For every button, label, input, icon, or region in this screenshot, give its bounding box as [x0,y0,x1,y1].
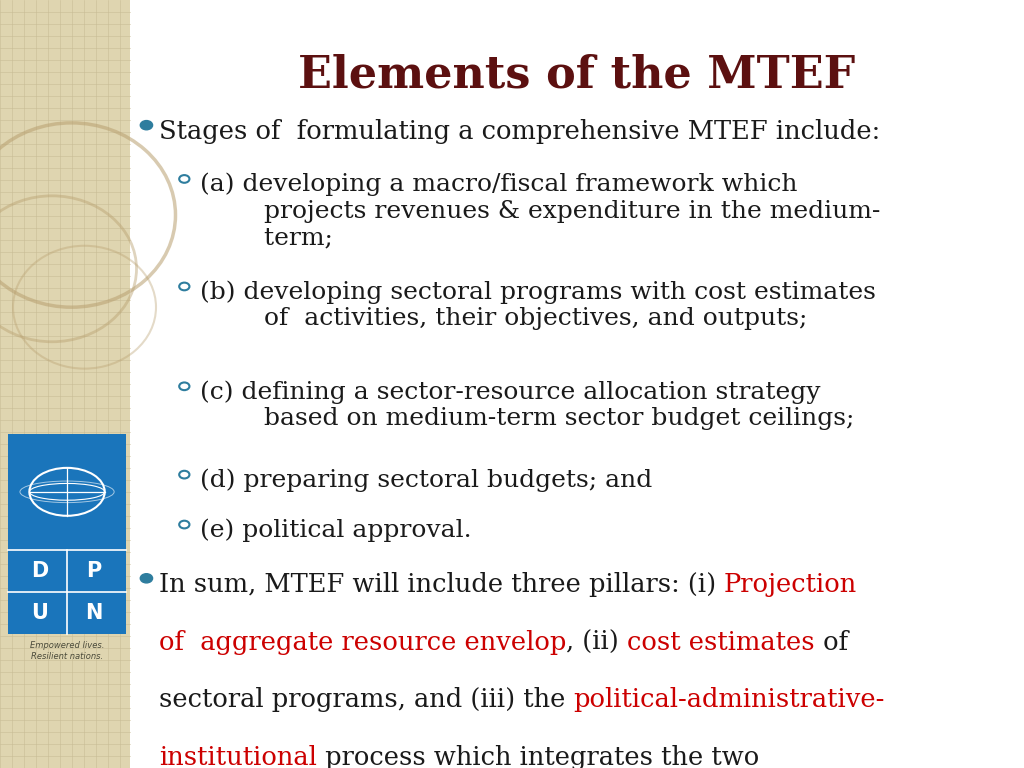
Text: Projection: Projection [724,572,857,598]
Text: U: U [32,603,48,623]
Text: of: of [815,630,848,655]
Text: (d) preparing sectoral budgets; and: (d) preparing sectoral budgets; and [200,468,652,492]
Text: In sum, MTEF will include three pillars: (i): In sum, MTEF will include three pillars:… [159,572,724,598]
Bar [8,434,126,634]
Text: Stages of  formulating a comprehensive MTEF include:: Stages of formulating a comprehensive MT… [159,119,880,144]
Text: cost estimates: cost estimates [627,630,815,655]
Text: (c) defining a sector-resource allocation strategy
        based on medium-term : (c) defining a sector-resource allocatio… [200,380,854,430]
Text: process which integrates the two: process which integrates the two [316,745,759,768]
Text: (e) political approval.: (e) political approval. [200,518,471,542]
Text: sectoral programs, and (iii) the: sectoral programs, and (iii) the [159,687,573,713]
Text: , (ii): , (ii) [566,630,627,655]
Text: P: P [86,561,101,581]
Text: (b) developing sectoral programs with cost estimates
        of  activities, the: (b) developing sectoral programs with co… [200,280,876,330]
Text: institutional: institutional [159,745,316,768]
Text: political-administrative-: political-administrative- [573,687,885,713]
Circle shape [140,121,153,130]
Text: D: D [32,561,48,581]
Bar [0,0,130,768]
Text: of  aggregate resource envelop: of aggregate resource envelop [159,630,566,655]
Text: (a) developing a macro/fiscal framework which
        projects revenues & expend: (a) developing a macro/fiscal framework … [200,173,880,250]
Text: N: N [85,603,102,623]
Text: Empowered lives.
Resilient nations.: Empowered lives. Resilient nations. [30,641,104,660]
Circle shape [140,574,153,583]
Text: Elements of the MTEF: Elements of the MTEF [298,54,856,97]
